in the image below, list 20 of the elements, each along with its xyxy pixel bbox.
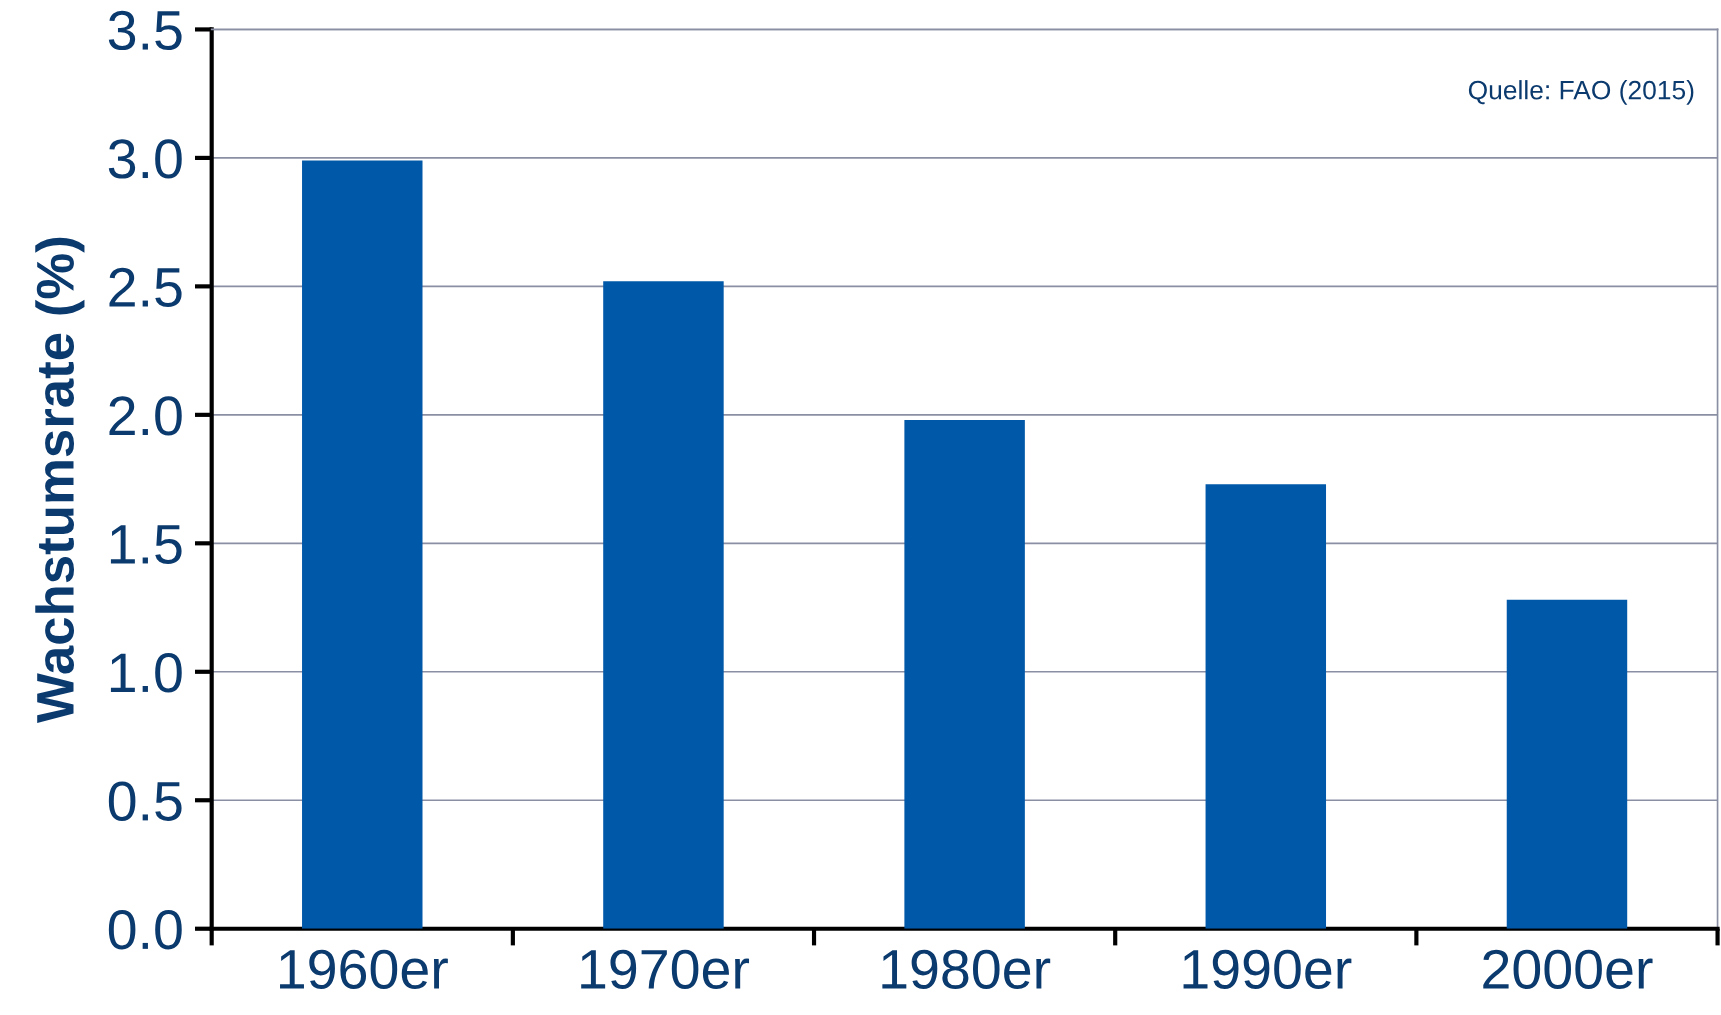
bar [1205,484,1327,929]
y-tick-label: 3.0 [108,139,182,179]
y-tick-label: 2.5 [109,267,182,308]
y-tick-label: 3.5 [108,10,182,51]
y-tick-label: 0.5 [108,781,182,821]
x-tick-label: 1970er [581,949,750,989]
bar [302,160,423,929]
y-tick-label: 1.5 [110,525,182,564]
x-tick-label: 1960er [280,949,448,989]
bar [1506,599,1628,929]
x-tick-label: 1990er [1183,949,1352,989]
y-tick-label: 2.0 [109,396,182,436]
x-tick-label: 2000er [1483,949,1653,989]
y-tick-label: 1.0 [110,653,182,693]
bar [904,419,1025,929]
x-tick-label: 1980er [882,949,1051,989]
annotation: Quelle: FAO (2015) [1468,80,1694,105]
y-tick-label: 0.0 [108,910,182,950]
y-axis-title: Wachstumsrate (%) [35,237,85,723]
bar [603,281,724,929]
